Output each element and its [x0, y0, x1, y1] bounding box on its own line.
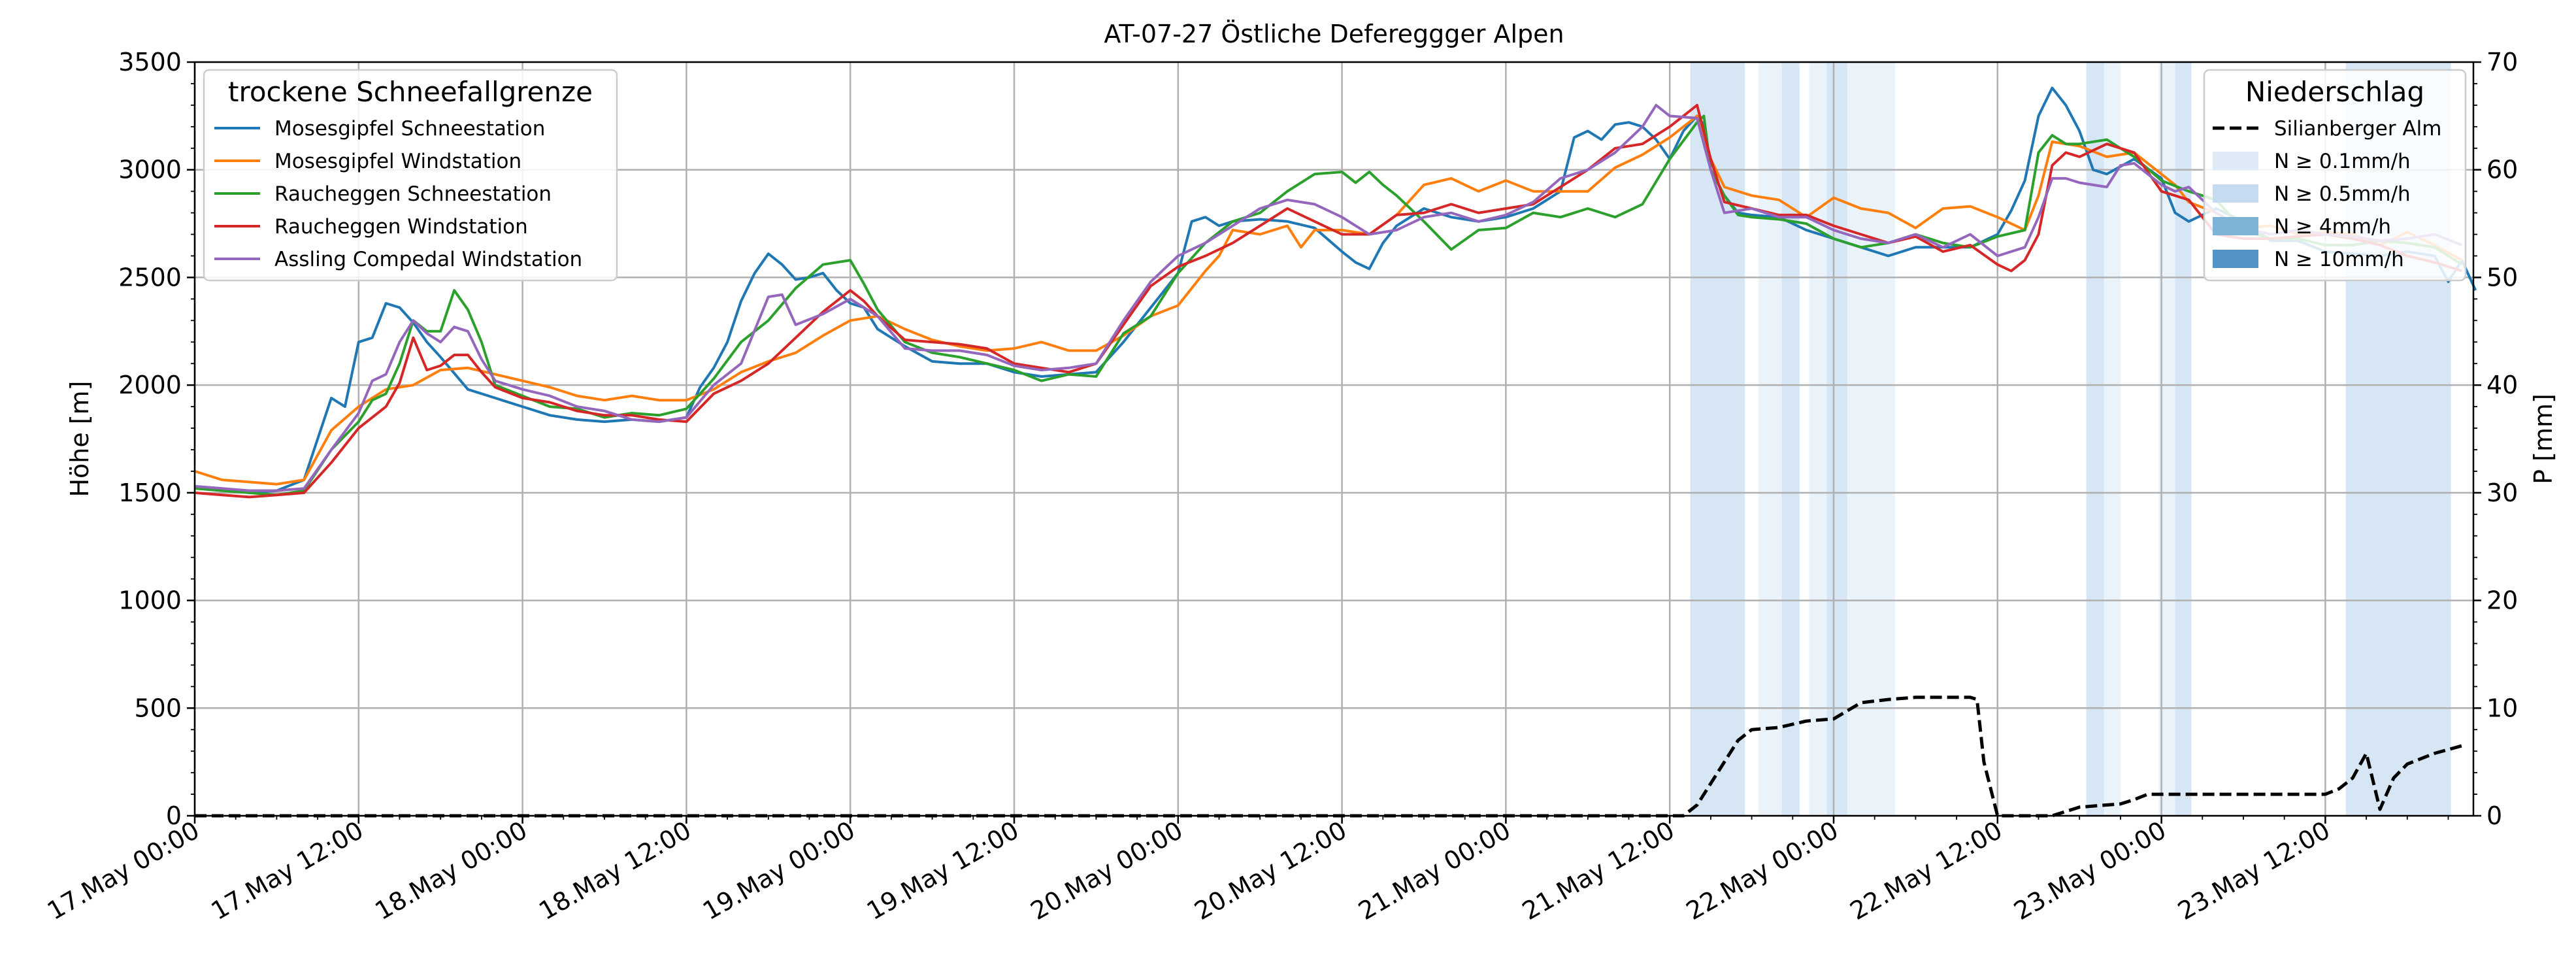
series-line-3: [194, 103, 2462, 499]
precip-band-5: [1847, 62, 1896, 816]
series-line-0: [194, 86, 2477, 494]
legend-left-box: [203, 69, 618, 282]
ytick-right-label-0: 0: [2486, 801, 2502, 830]
ytick-left-label-7: 3500: [118, 48, 182, 76]
ytick-left-label-0: 0: [166, 801, 182, 830]
legend-right-swatch-1: [2213, 152, 2258, 170]
ytick-left-label-6: 3000: [118, 156, 182, 184]
legend-snowfall-line: trockene Schneefallgrenze Mosesgipfel Sch…: [203, 69, 618, 282]
ytick-left-label-4: 2000: [118, 371, 182, 399]
ytick-left-label-3: 1500: [118, 478, 182, 507]
plot-frame: [193, 61, 2475, 817]
y-axis-label-left: Höhe [m]: [65, 380, 94, 497]
legend-right-swatch-3: [2213, 217, 2258, 235]
ytick-left-label-1: 500: [134, 694, 182, 722]
precip-band-6: [2086, 62, 2104, 816]
legend-right-label-0: Silianberger Alm: [2274, 117, 2441, 141]
legend-left-label-3: Raucheggen Windstation: [274, 215, 528, 239]
legend-left-label-4: Assling Compedal Windstation: [274, 248, 582, 271]
y-axis-label-right: P [mm]: [2529, 394, 2558, 484]
series-line-1: [194, 114, 2463, 486]
ytick-right-label-2: 20: [2486, 586, 2518, 615]
legend-right-label-3: N ≥ 4mm/h: [2274, 215, 2391, 239]
precip-band-1: [1759, 62, 1782, 816]
ytick-left-label-5: 2500: [118, 263, 182, 292]
ytick-right-label-7: 70: [2486, 48, 2518, 76]
series-line-5: [195, 695, 2463, 818]
legend-right-label-2: N ≥ 0.5mm/h: [2274, 182, 2411, 206]
ytick-right-label-1: 10: [2486, 694, 2518, 722]
precipitation-bands: [1690, 62, 2451, 816]
series-lines: [194, 86, 2477, 818]
precip-band-3: [1809, 62, 1827, 816]
ytick-left-label-2: 1000: [118, 586, 182, 615]
precip-band-2: [1781, 62, 1800, 816]
legend-precipitation: Niederschlag Silianberger Alm N ≥ 0.1mm/h N…: [2203, 69, 2467, 282]
legend-left-label-1: Mosesgipfel Windstation: [274, 150, 521, 173]
precip-band-4: [1826, 62, 1847, 816]
legend-left-title: trockene Schneefallgrenze: [228, 76, 593, 108]
legend-left-label-2: Raucheggen Schneestation: [274, 182, 552, 206]
legend-right-box: [2203, 69, 2467, 282]
legend-right-swatch-2: [2213, 184, 2258, 203]
ytick-right-label-6: 60: [2486, 156, 2518, 184]
legend-right-title: Niederschlag: [2245, 76, 2424, 108]
legend-right-label-4: N ≥ 10mm/h: [2274, 248, 2404, 271]
ytick-right-label-5: 50: [2486, 263, 2518, 292]
series-line-4: [194, 103, 2463, 492]
legend-left-label-0: Mosesgipfel Schneestation: [274, 117, 545, 141]
precip-band-9: [2175, 62, 2192, 816]
series-line-2: [194, 114, 2463, 497]
ytick-right-label-4: 40: [2486, 371, 2518, 399]
legend-right-label-1: N ≥ 0.1mm/h: [2274, 150, 2411, 173]
ytick-right-label-3: 30: [2486, 478, 2518, 507]
legend-right-swatch-4: [2213, 250, 2258, 268]
chart-title: AT-07-27 Östliche Defereggger Alpen: [1104, 20, 1564, 48]
